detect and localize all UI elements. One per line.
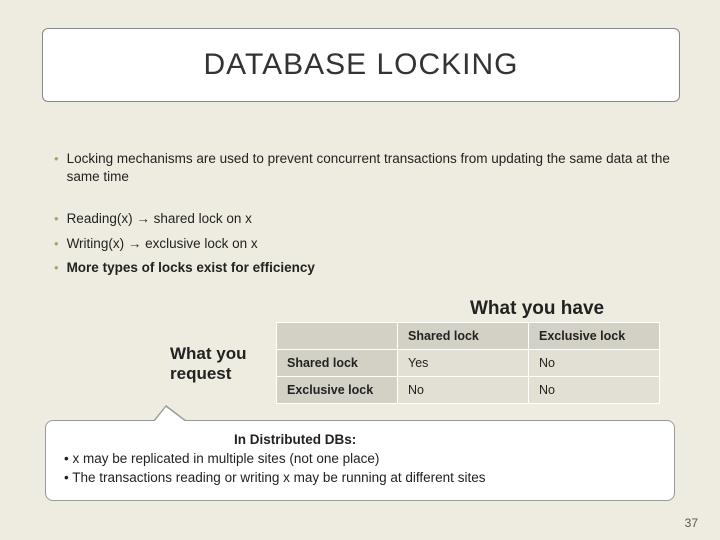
table-column-header: Shared lock [398,323,529,350]
bullet-item: • Writing(x) → exclusive lock on x [54,235,674,253]
bullet-text: Locking mechanisms are used to prevent c… [67,150,674,186]
bullet-text: Reading(x) → shared lock on x [67,210,252,228]
table-cell: No [529,377,660,404]
bullet-item: • Reading(x) → shared lock on x [54,210,674,228]
bullet-dot-icon: • [54,150,59,168]
bullet-dot-icon: • [54,259,59,277]
bullet-list: • Locking mechanisms are used to prevent… [54,150,674,283]
what-you-request-label: What you request [170,344,260,383]
callout-tail-icon [154,407,186,422]
page-number: 37 [685,516,698,530]
slide: DATABASE LOCKING • Locking mechanisms ar… [0,0,720,540]
bullet-item: • More types of locks exist for efficien… [54,259,674,277]
table-row-header: Exclusive lock [277,377,398,404]
what-you-have-label: What you have [470,298,604,320]
table-corner [277,323,398,350]
callout-line: • x may be replicated in multiple sites … [64,450,656,468]
bullet-text: Writing(x) → exclusive lock on x [67,235,258,253]
callout-title: In Distributed DBs: [234,431,656,449]
title-box: DATABASE LOCKING [42,28,680,102]
bullet-text: More types of locks exist for efficiency [67,259,315,277]
table-cell: No [529,350,660,377]
table-cell: Yes [398,350,529,377]
slide-title: DATABASE LOCKING [204,48,519,82]
bullet-dot-icon: • [54,235,59,253]
lock-compatibility-table: Shared lock Exclusive lock Shared lock Y… [276,322,660,404]
table-column-header: Exclusive lock [529,323,660,350]
bullet-dot-icon: • [54,210,59,228]
callout-line: • The transactions reading or writing x … [64,469,656,487]
bullet-item: • Locking mechanisms are used to prevent… [54,150,674,186]
table-cell: No [398,377,529,404]
table-row-header: Shared lock [277,350,398,377]
callout-box: In Distributed DBs: • x may be replicate… [45,420,675,501]
